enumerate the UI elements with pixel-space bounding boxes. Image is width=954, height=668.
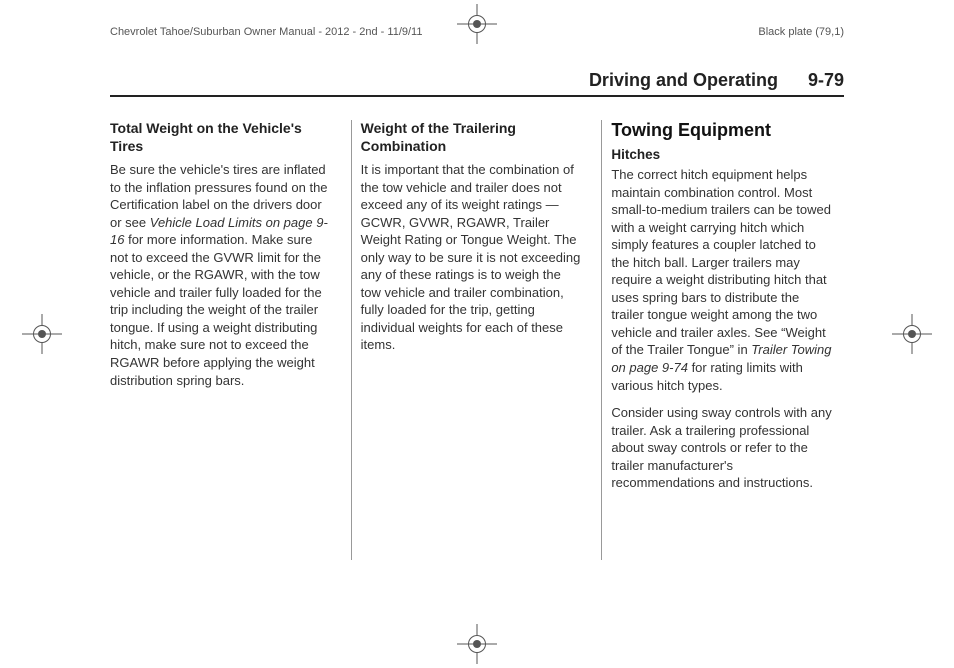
running-head: Driving and Operating 9-79 [589,70,844,91]
crosshair-icon [898,320,926,348]
crosshair-icon [28,320,56,348]
col3-paragraph-1: The correct hitch equipment helps mainta… [611,166,832,394]
section-title: Driving and Operating [589,70,778,91]
crosshair-icon [463,10,491,38]
crosshair-icon [463,630,491,658]
page-number: 9-79 [808,70,844,91]
registration-mark-bottom [463,630,491,658]
col3-paragraph-2: Consider using sway controls with any tr… [611,404,832,492]
page-root: Chevrolet Tahoe/Suburban Owner Manual - … [0,0,954,668]
plate-label: Black plate (79,1) [758,26,844,38]
text-span: The correct hitch equipment helps mainta… [611,167,831,357]
col3-subheading: Hitches [611,147,832,162]
top-rule [110,95,844,97]
col3-heading: Towing Equipment [611,120,832,141]
registration-mark-right [898,320,926,348]
registration-mark-left [28,320,56,348]
content-columns: Total Weight on the Vehicle's Tires Be s… [110,120,844,598]
column-2: Weight of the Trailering Combination It … [361,120,594,598]
doc-title: Chevrolet Tahoe/Suburban Owner Manual - … [110,26,422,38]
col1-paragraph-1: Be sure the vehicle's tires are inflated… [110,161,331,389]
col2-paragraph-1: It is important that the combination of … [361,161,582,354]
registration-mark-top [463,10,491,38]
column-3: Towing Equipment Hitches The correct hit… [611,120,844,598]
column-1: Total Weight on the Vehicle's Tires Be s… [110,120,343,598]
text-span: for more information. Make sure not to e… [110,232,322,387]
col1-heading: Total Weight on the Vehicle's Tires [110,120,331,155]
col2-heading: Weight of the Trailering Combination [361,120,582,155]
